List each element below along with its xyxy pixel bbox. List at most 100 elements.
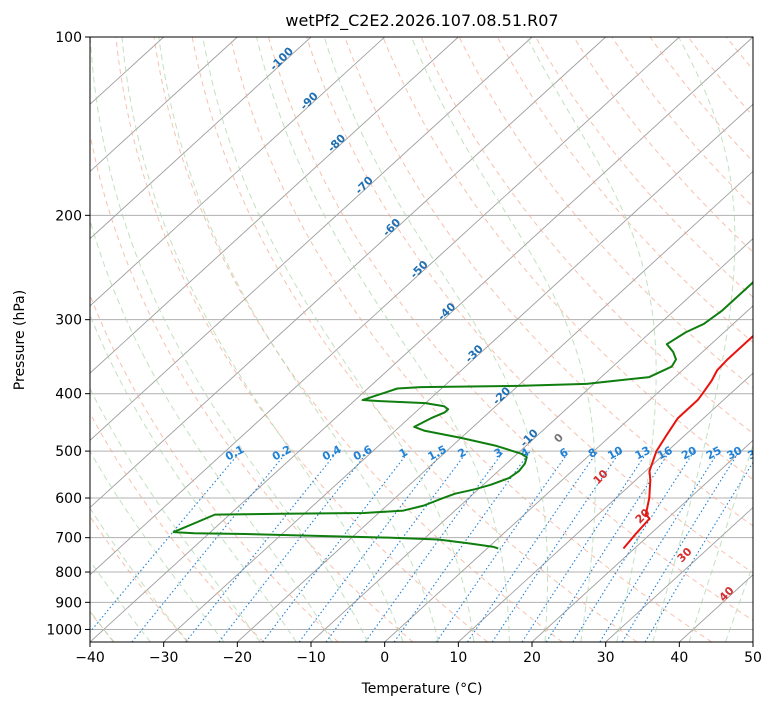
dry-adiabat-label: -30 xyxy=(463,342,486,365)
isotherm-line xyxy=(90,37,680,576)
moist-adiabat-line xyxy=(90,313,297,642)
dry-adiabat-label: -70 xyxy=(353,174,376,197)
moist-adiabat-line xyxy=(256,37,510,642)
mixing-ratio-label: 0.2 xyxy=(270,443,293,464)
x-axis-label: Temperature (°C) xyxy=(361,681,483,697)
mixing-ratio-label: 13 xyxy=(633,444,653,463)
plot-series xyxy=(172,280,753,550)
x-tick-label: −40 xyxy=(75,650,105,666)
dry-adiabat-line xyxy=(573,37,753,253)
y-axis: 100 200 300 400 500 600 700 800 900 1000 xyxy=(46,30,90,638)
isotherm-line xyxy=(90,37,238,173)
mixing-ratio-label: 0.6 xyxy=(351,443,375,464)
isotherm-line xyxy=(384,305,753,642)
moist-adiabat-line xyxy=(526,37,657,642)
y-tick-label: 700 xyxy=(55,531,82,547)
moist-adiabat-line xyxy=(90,450,225,642)
moist-adiabat-line xyxy=(202,37,475,642)
mixing-ratio-label: 0.4 xyxy=(320,443,344,464)
y-tick-label: 300 xyxy=(55,313,82,329)
isotherm-line xyxy=(90,37,753,642)
moist-adiabat-line xyxy=(725,563,753,642)
dry-adiabat-label: -20 xyxy=(490,384,513,407)
mixing-ratio-label: 25 xyxy=(704,444,724,463)
y-tick-label: 600 xyxy=(55,491,82,507)
dry-adiabat-line xyxy=(90,412,264,642)
dry-adiabat-line xyxy=(344,37,753,527)
mixing-ratio-label: 20 xyxy=(679,444,699,463)
dry-adiabat-line xyxy=(611,37,753,208)
y-tick-label: 400 xyxy=(55,387,82,403)
mixing-ratio-line xyxy=(364,450,505,642)
dry-adiabat-line xyxy=(268,37,753,622)
isotherm-line xyxy=(90,37,459,374)
x-tick-label: 10 xyxy=(449,650,467,666)
moist-adiabat-line xyxy=(90,387,261,642)
temperature-profile-line xyxy=(622,334,753,550)
isotherm-line xyxy=(90,37,533,441)
moist-adiabat-line xyxy=(90,37,369,642)
moist-adiabat-line xyxy=(688,443,753,642)
isotherm-line xyxy=(237,170,753,642)
isotherm-line xyxy=(531,439,753,642)
mixing-ratio-line xyxy=(131,450,289,642)
moist-adiabat-line xyxy=(652,37,736,642)
dry-adiabat-line xyxy=(649,37,753,163)
isotherm-line xyxy=(163,103,753,642)
y-tick-label: 800 xyxy=(55,565,82,581)
dry-adiabat-line xyxy=(191,37,638,642)
isotherm-line xyxy=(90,37,312,240)
x-tick-label: −10 xyxy=(296,650,326,666)
mixing-ratio-label: 6 xyxy=(557,445,570,460)
mixing-ratio-line xyxy=(325,450,468,642)
x-axis: −40 −30 −20 −10 0 10 20 30 40 50 xyxy=(75,642,762,666)
mixing-ratio-line xyxy=(90,450,242,633)
moist-adiabat-line xyxy=(762,37,775,642)
x-tick-label: 20 xyxy=(523,650,541,666)
dry-adiabat-line xyxy=(765,37,775,642)
dry-adiabat-line xyxy=(535,37,753,298)
mixing-ratio-line xyxy=(185,450,338,642)
dewpoint-profile-line xyxy=(172,280,753,550)
dry-adiabat-line xyxy=(90,293,339,642)
dry-adiabat-label: 0 xyxy=(551,431,566,446)
plot-background: 0.1 0.2 0.4 0.6 1 1.5 2 3 4 6 8 10 13 16 20 25 30 36-100-… xyxy=(90,37,775,642)
isotherm-line xyxy=(90,37,606,509)
moist-adiabat-line xyxy=(90,559,151,642)
mixing-ratio-label: 1.5 xyxy=(426,443,449,464)
dry-adiabat-label: -90 xyxy=(298,89,321,112)
x-tick-label: −20 xyxy=(223,650,253,666)
dry-adiabat-line xyxy=(229,37,712,642)
plot-frame xyxy=(89,36,754,643)
mixing-ratio-line xyxy=(572,450,695,642)
moist-adiabat-line xyxy=(90,507,188,642)
moist-adiabat-line xyxy=(410,37,596,642)
y-axis-label: Pressure (hPa) xyxy=(12,290,28,390)
dry-adiabat-label: 40 xyxy=(717,584,737,604)
dry-adiabat-label: -50 xyxy=(408,258,431,281)
isotherm-line xyxy=(752,641,753,642)
dry-adiabat-line xyxy=(496,37,753,344)
dry-adiabat-line xyxy=(153,37,563,642)
x-tick-label: 40 xyxy=(670,650,688,666)
y-tick-label: 100 xyxy=(55,30,82,46)
dry-adiabat-line xyxy=(115,37,488,642)
mixing-ratio-line xyxy=(262,450,410,642)
x-tick-label: 0 xyxy=(380,650,389,666)
mixing-ratio-label: 30 xyxy=(725,444,745,463)
y-tick-label: 900 xyxy=(55,595,82,611)
isotherm-line xyxy=(605,506,753,642)
dry-adiabat-line xyxy=(90,515,190,642)
mixing-ratio-label: 16 xyxy=(655,444,675,463)
moist-adiabat-line xyxy=(158,37,439,642)
y-tick-label: 1000 xyxy=(46,622,82,638)
moist-adiabat-line xyxy=(121,37,404,642)
mixing-ratio-line xyxy=(599,450,720,642)
x-tick-label: 30 xyxy=(597,650,615,666)
mixing-ratio-line xyxy=(467,450,599,642)
isotherm-line xyxy=(458,372,753,642)
isotherm-line xyxy=(310,238,753,642)
mixing-ratio-line xyxy=(644,461,753,642)
mixing-ratio-line xyxy=(621,450,740,642)
